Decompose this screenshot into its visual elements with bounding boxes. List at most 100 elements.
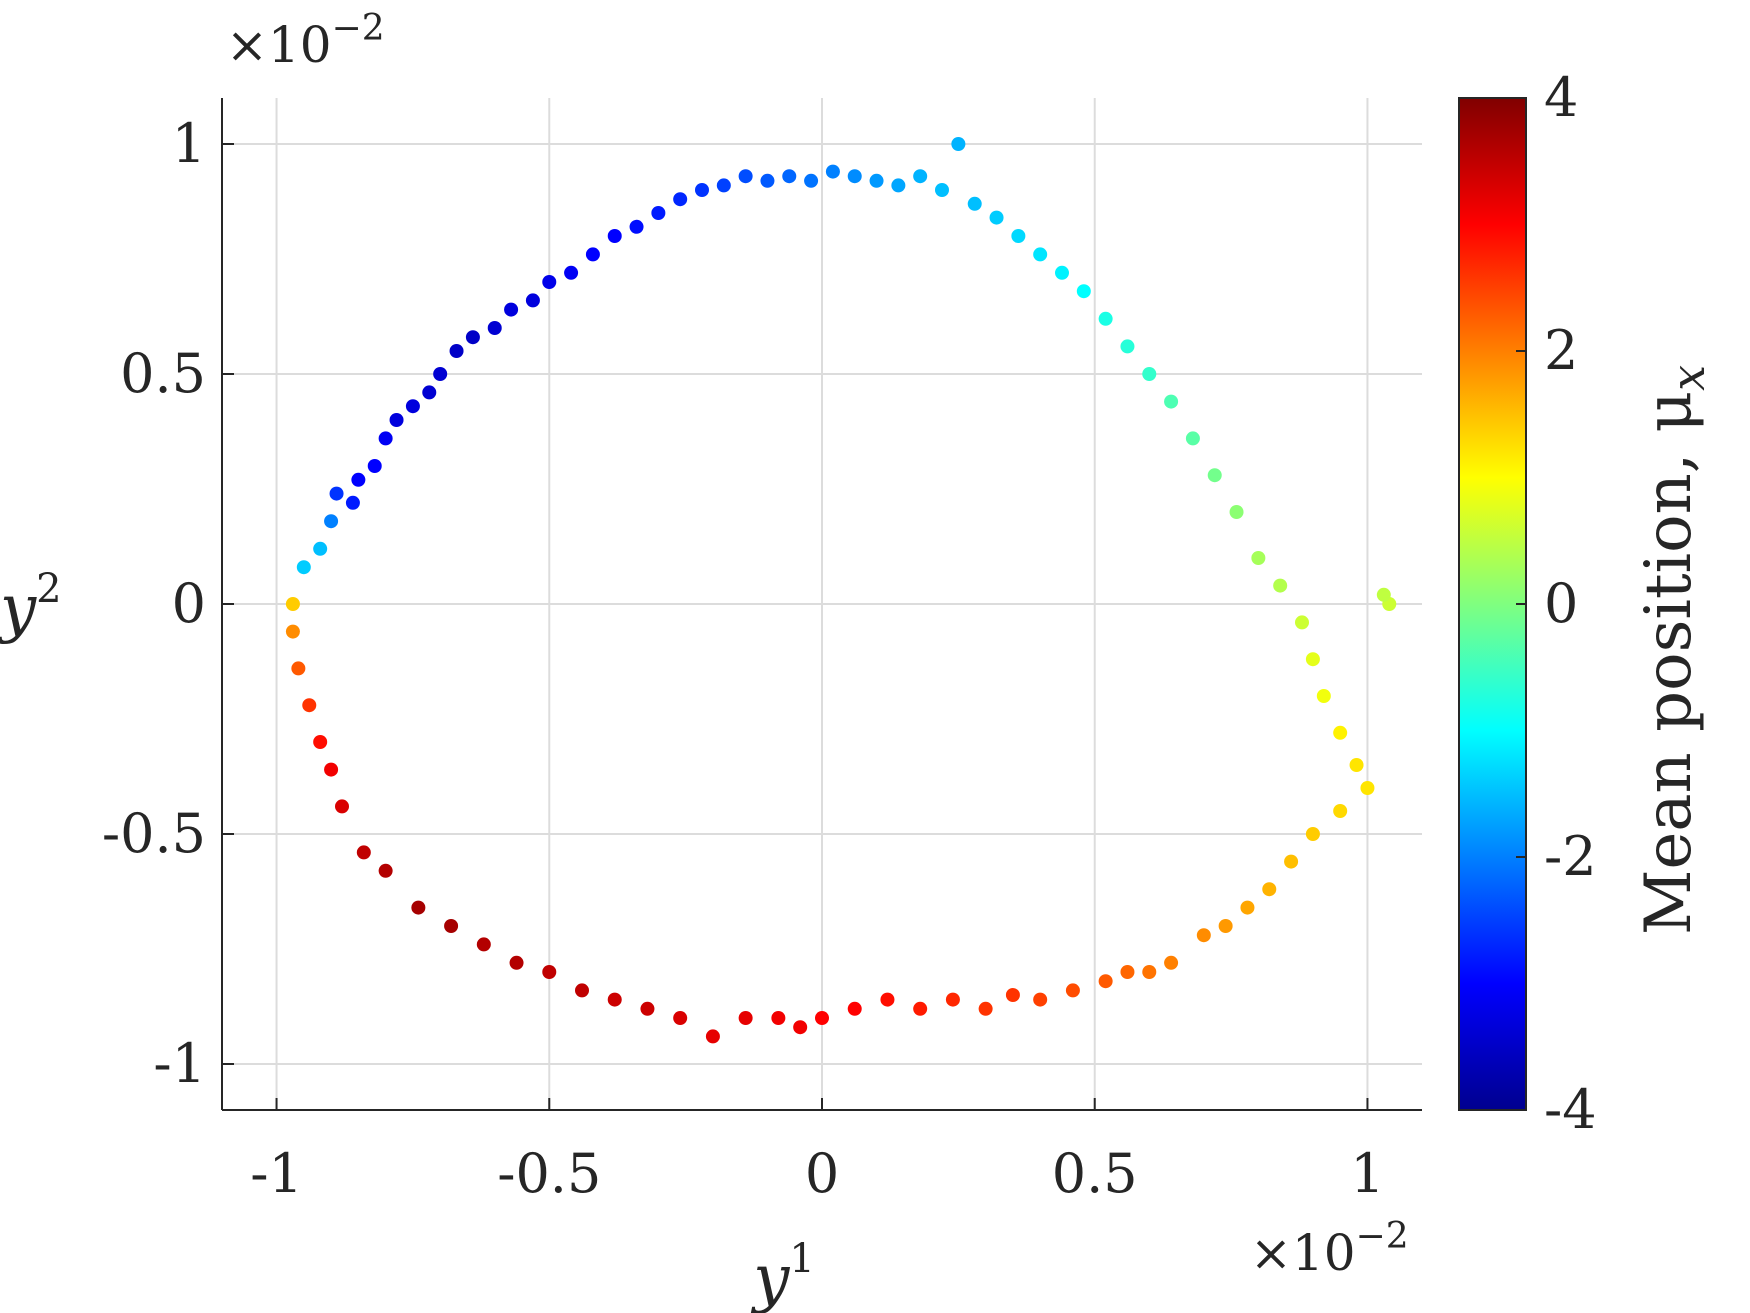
data-point-0-89 [509, 955, 524, 970]
data-point-0-69 [1120, 965, 1135, 979]
data-point-0-75 [945, 992, 960, 1007]
data-point-0-2 [324, 514, 339, 529]
data-point-0-44 [1120, 339, 1135, 354]
data-point-0-57 [1360, 781, 1375, 795]
x-tick-label-1: -0.5 [497, 1142, 601, 1205]
data-point-0-56 [1349, 758, 1364, 772]
data-point-0-54 [1316, 689, 1331, 703]
data-point-0-25 [716, 178, 731, 193]
data-point-0-95 [335, 799, 349, 814]
data-point-0-28 [782, 169, 797, 184]
data-point-0-53 [1305, 652, 1320, 667]
data-point-0-68 [1142, 965, 1157, 979]
data-point-0-82 [738, 1011, 753, 1025]
data-point-0-24 [695, 183, 709, 197]
data-point-0-91 [444, 919, 459, 933]
data-point-0-6 [367, 459, 382, 473]
y-tick-label-1: -0.5 [102, 802, 206, 865]
data-point-0-70 [1098, 974, 1113, 989]
data-point-0-40 [1033, 247, 1048, 262]
data-point-0-64 [1240, 900, 1255, 915]
data-point-0-3 [329, 486, 344, 501]
y-tick-label-0: -1 [153, 1032, 206, 1095]
data-point-0-32 [869, 173, 884, 188]
data-point-0-83 [705, 1029, 720, 1044]
data-point-0-98 [302, 698, 317, 713]
data-point-0-34 [913, 169, 928, 184]
data-point-0-39 [1011, 229, 1026, 243]
data-point-0-88 [542, 965, 557, 979]
data-point-0-65 [1218, 919, 1233, 933]
data-point-0-67 [1164, 955, 1179, 970]
data-point-0-49 [1229, 505, 1244, 519]
data-point-0-47 [1185, 431, 1200, 446]
data-point-0-97 [313, 735, 328, 749]
data-point-0-5 [351, 472, 366, 487]
data-point-0-93 [378, 863, 393, 878]
data-point-0-59 [1376, 587, 1391, 602]
data-point-0-86 [607, 992, 622, 1007]
colorbar-tick-label-0: -4 [1544, 1078, 1597, 1141]
data-point-0-101 [285, 597, 300, 611]
data-point-0-35 [935, 183, 949, 197]
data-point-0-51 [1273, 578, 1288, 593]
data-point-0-27 [760, 173, 775, 188]
data-point-0-23 [673, 192, 688, 207]
data-point-0-7 [378, 431, 393, 446]
colorbar-tick-label-2: 0 [1544, 572, 1578, 635]
data-point-0-36 [951, 137, 966, 151]
data-point-0-55 [1333, 725, 1348, 740]
y-exponent-label: ×10−2 [226, 8, 385, 74]
data-point-0-11 [433, 367, 448, 381]
data-point-0-41 [1055, 265, 1069, 280]
data-point-0-92 [411, 900, 426, 915]
data-point-0-10 [422, 385, 437, 400]
data-point-0-0 [296, 560, 311, 575]
data-point-0-29 [804, 173, 819, 188]
colorbar-label: Mean position, μx [1632, 365, 1715, 935]
data-point-0-60 [1333, 804, 1348, 818]
data-point-0-63 [1262, 882, 1277, 897]
data-point-0-50 [1251, 551, 1266, 565]
data-point-0-22 [651, 206, 666, 220]
data-points [285, 137, 1397, 1044]
data-point-0-30 [825, 164, 840, 179]
data-point-0-74 [978, 1001, 993, 1016]
data-point-0-77 [880, 992, 895, 1007]
data-point-0-48 [1207, 468, 1222, 483]
data-point-0-81 [771, 1011, 786, 1025]
data-point-0-8 [389, 413, 404, 427]
data-point-0-90 [476, 937, 491, 952]
data-point-0-76 [913, 1001, 928, 1016]
data-point-0-84 [673, 1011, 688, 1025]
data-point-0-46 [1164, 394, 1179, 409]
data-point-0-100 [285, 624, 300, 639]
data-point-0-12 [449, 344, 464, 358]
data-point-0-19 [585, 247, 600, 262]
data-point-0-20 [607, 229, 622, 243]
data-point-0-99 [291, 661, 306, 676]
data-point-0-80 [793, 1020, 808, 1035]
data-point-0-61 [1305, 827, 1320, 841]
data-point-0-71 [1065, 983, 1080, 998]
colorbar-tick-label-1: -2 [1544, 825, 1597, 888]
x-axis-title: y1 [750, 1236, 815, 1313]
data-point-0-33 [891, 178, 906, 193]
data-point-0-18 [564, 265, 579, 280]
data-point-0-21 [629, 219, 644, 234]
data-point-0-14 [487, 321, 502, 335]
data-point-0-52 [1295, 615, 1309, 630]
y-tick-label-2: 0 [172, 572, 206, 635]
data-point-0-1 [313, 541, 328, 556]
grid-lines [222, 98, 1422, 1110]
y-tick-label-3: 0.5 [120, 342, 206, 405]
data-point-0-78 [847, 1001, 862, 1016]
x-tick-label-2: 0 [805, 1142, 839, 1205]
data-point-0-73 [1005, 988, 1020, 1002]
data-point-0-94 [356, 845, 371, 860]
data-point-0-72 [1033, 992, 1048, 1007]
data-point-0-15 [504, 302, 519, 317]
data-point-0-85 [640, 1001, 655, 1016]
data-point-0-9 [405, 399, 420, 414]
